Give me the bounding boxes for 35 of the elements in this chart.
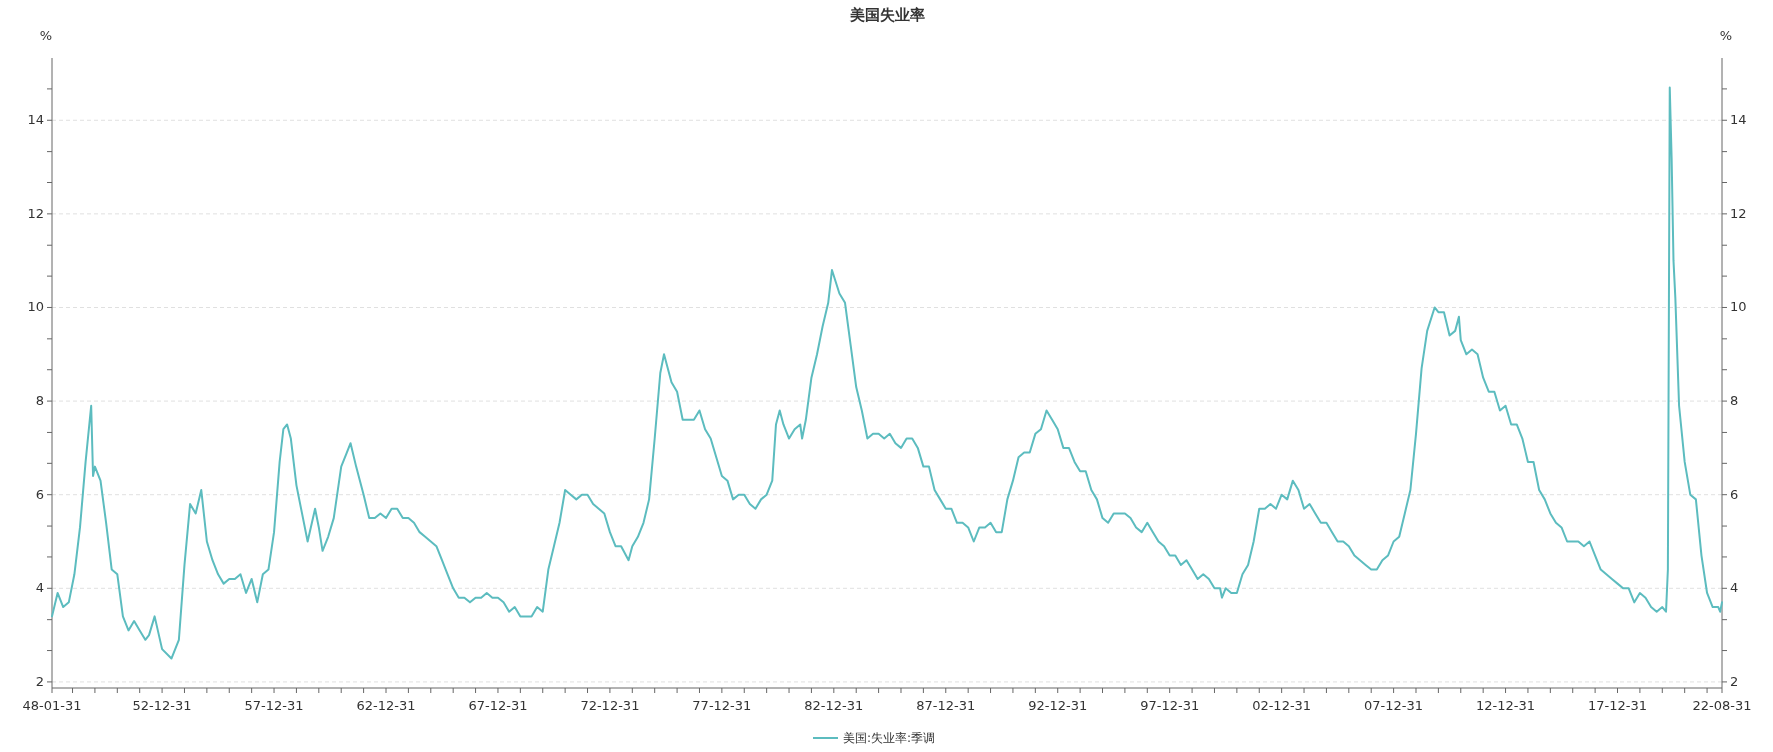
y-tick-label: 10 [27,299,44,315]
x-tick-label: 82-12-31 [804,698,864,713]
y-axis-title: % [39,28,53,43]
y-tick-label: 12 [27,205,44,221]
x-tick-label: 07-12-31 [1364,698,1424,713]
legend: 美国:失业率:季调 [812,731,936,745]
x-tick-label: 02-12-31 [1252,698,1312,713]
x-tick-label: 22-08-31 [1692,698,1752,713]
y2-tick-label: 10 [1730,299,1747,315]
y2-tick-label: 12 [1730,205,1747,221]
x-tick-label: 62-12-31 [356,698,416,713]
x-tick-label: 87-12-31 [916,698,976,713]
y2-tick-label: 2 [1730,673,1739,689]
y-tick-label: 8 [35,393,44,409]
x-tick-label: 92-12-31 [1028,698,1088,713]
x-tick-label: 97-12-31 [1140,698,1200,713]
y-tick-label: 4 [35,580,44,596]
y-tick-label: 6 [35,486,44,502]
x-tick-label: 17-12-31 [1588,698,1648,713]
x-tick-label: 12-12-31 [1476,698,1536,713]
x-tick-label: 52-12-31 [132,698,192,713]
y-tick-label: 14 [27,112,44,128]
x-tick-label: 67-12-31 [468,698,528,713]
x-tick-label: 77-12-31 [692,698,752,713]
y2-tick-label: 14 [1730,112,1747,128]
legend-label: 美国:失业率:季调 [843,731,936,745]
chart-title: 美国失业率 [848,6,925,24]
x-tick-label: 72-12-31 [580,698,640,713]
y2-tick-label: 4 [1730,580,1739,596]
x-tick-label: 48-01-31 [22,698,82,713]
y2-axis-title: % [1719,28,1733,43]
y2-tick-label: 8 [1730,393,1739,409]
y2-tick-label: 6 [1730,486,1739,502]
x-tick-label: 57-12-31 [244,698,304,713]
y-tick-label: 2 [35,673,44,689]
